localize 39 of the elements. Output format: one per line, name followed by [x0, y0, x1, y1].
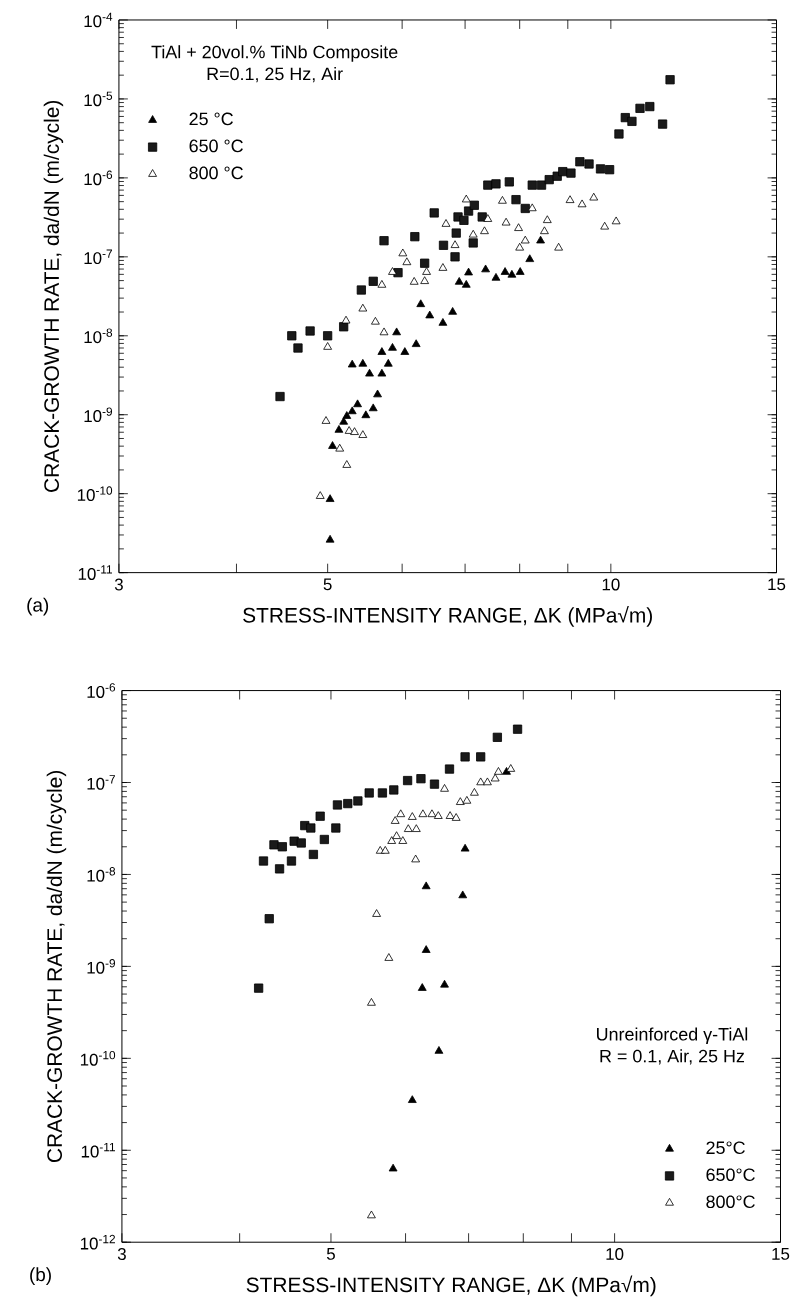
y-tick-label: 10$^{-10}$ — [81, 1050, 116, 1066]
x-axis-title: STRESS-INTENSITY RANGE, ΔK (MPa√m) — [246, 1275, 656, 1297]
x-tick-label: 10 — [602, 578, 620, 591]
x-tick-label: 3 — [115, 578, 124, 591]
legend-label: 650°C — [706, 1168, 756, 1182]
legend-label: 800°C — [706, 1195, 756, 1209]
legend-label: 25°C — [706, 1141, 746, 1155]
x-tick-label: 10 — [606, 1248, 624, 1261]
y-tick-label: 10$^{-11}$ — [79, 565, 113, 580]
x-axis-title: STRESS-INTENSITY RANGE, ΔK (MPa√m) — [243, 605, 653, 627]
y-tick-label: 10$^{-7}$ — [84, 249, 113, 265]
y-tick-label: 10$^{-8}$ — [84, 328, 113, 344]
annotation: R=0.1, 25 Hz, Air — [207, 67, 344, 83]
y-tick-label: 10$^{-9}$ — [87, 959, 116, 974]
x-tick-label: 3 — [118, 1248, 127, 1261]
y-tick-label: 10$^{-8}$ — [87, 867, 116, 882]
text: (b) — [30, 1267, 52, 1285]
text: (a) — [27, 597, 49, 616]
y-tick-label: 10$^{-4}$ — [84, 12, 113, 28]
y-tick-label: 10$^{-6}$ — [87, 683, 116, 698]
legend-label: 800 °C — [189, 166, 244, 180]
y-tick-label: 10$^{-12}$ — [81, 1234, 116, 1250]
y-tick-label: 10$^{-5}$ — [84, 91, 113, 107]
annotation: TiAl + 20vol.% TiNb Composite — [151, 45, 398, 62]
y-tick-label: 10$^{-11}$ — [82, 1142, 116, 1158]
y-axis-title: CRACK-GROWTH RATE, da/dN (m/cycle) — [46, 771, 67, 1163]
y-tick-label: 10$^{-6}$ — [84, 170, 113, 186]
y-tick-label: 10$^{-7}$ — [87, 775, 116, 790]
annotation: R = 0.1, Air, 25 Hz — [600, 1049, 745, 1065]
x-tick-label: 15 — [772, 1248, 790, 1260]
x-tick-label: 5 — [327, 1248, 336, 1260]
legend-label: 650 °C — [189, 139, 244, 153]
legend-label: 25 °C — [189, 112, 234, 126]
y-tick-label: 10$^{-9}$ — [84, 407, 113, 423]
x-tick-label: 5 — [323, 578, 332, 591]
annotation: Unreinforced γ-TiAl — [597, 1027, 748, 1045]
y-tick-label: 10$^{-10}$ — [78, 486, 113, 502]
y-axis-title: CRACK-GROWTH RATE, da/dN (m/cycle) — [43, 100, 64, 492]
x-tick-label: 15 — [768, 578, 786, 591]
